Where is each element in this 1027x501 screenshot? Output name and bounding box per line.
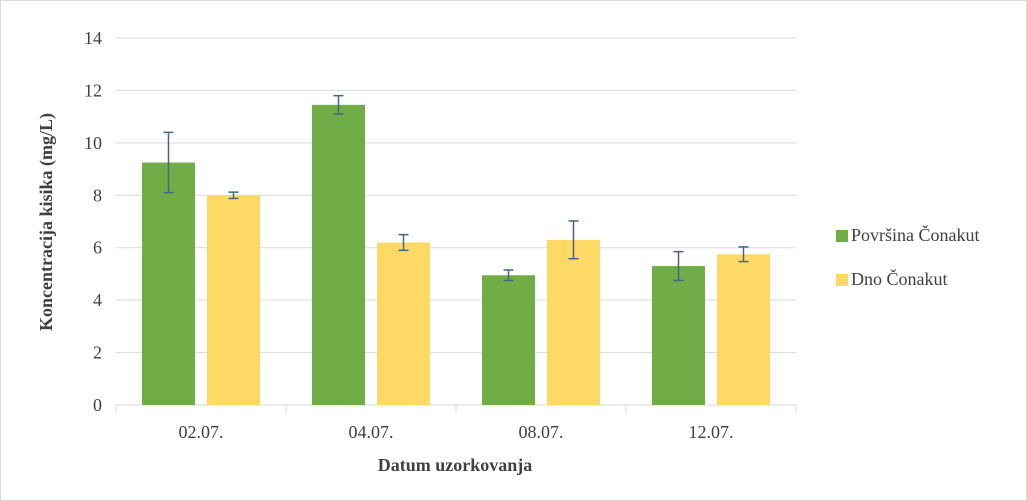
legend: Površina Čonakut Dno Čonakut — [836, 224, 980, 289]
error-bar — [673, 250, 684, 282]
y-tick-label: 12 — [84, 80, 102, 100]
x-axis-title: Datum uzorkovanja — [378, 455, 533, 475]
y-tick-label: 10 — [84, 133, 102, 153]
y-axis-ticks: 0 2 4 6 8 10 12 14 — [84, 28, 102, 415]
x-tick-label: 02.07. — [179, 422, 224, 442]
bar-povrsina-0207 — [142, 162, 195, 405]
bar-dno-0807 — [547, 239, 600, 405]
error-bar — [163, 131, 174, 194]
error-bar — [333, 94, 344, 115]
x-axis-ticks: 02.07. 04.07. 08.07. 12.07. — [179, 422, 734, 442]
bar-dno-0207 — [207, 195, 260, 405]
error-bar — [503, 269, 514, 282]
error-bars — [163, 94, 749, 282]
bar-povrsina-0807 — [482, 275, 535, 405]
legend-label: Površina Čonakut — [851, 224, 980, 245]
y-tick-label: 14 — [84, 28, 102, 48]
x-tick-label: 08.07. — [519, 422, 564, 442]
bars — [142, 104, 770, 405]
legend-swatch — [836, 274, 848, 286]
y-tick-label: 2 — [93, 343, 102, 363]
error-bar — [228, 191, 239, 200]
bar-dno-1207 — [717, 254, 770, 405]
y-tick-label: 4 — [93, 290, 102, 310]
error-bar — [398, 233, 409, 252]
bar-povrsina-1207 — [652, 266, 705, 405]
bar-povrsina-0407 — [312, 104, 365, 405]
y-axis-title: Koncentracija kisika (mg/L) — [36, 113, 57, 331]
legend-swatch — [836, 230, 848, 242]
bar-dno-0407 — [377, 242, 430, 405]
x-tick-label: 04.07. — [349, 422, 394, 442]
x-tick-label: 12.07. — [689, 422, 734, 442]
y-tick-label: 8 — [93, 185, 102, 205]
error-bar — [738, 246, 749, 263]
legend-label: Dno Čonakut — [851, 268, 948, 289]
y-tick-label: 0 — [93, 395, 102, 415]
y-tick-label: 6 — [93, 238, 102, 258]
error-bar — [568, 220, 579, 260]
